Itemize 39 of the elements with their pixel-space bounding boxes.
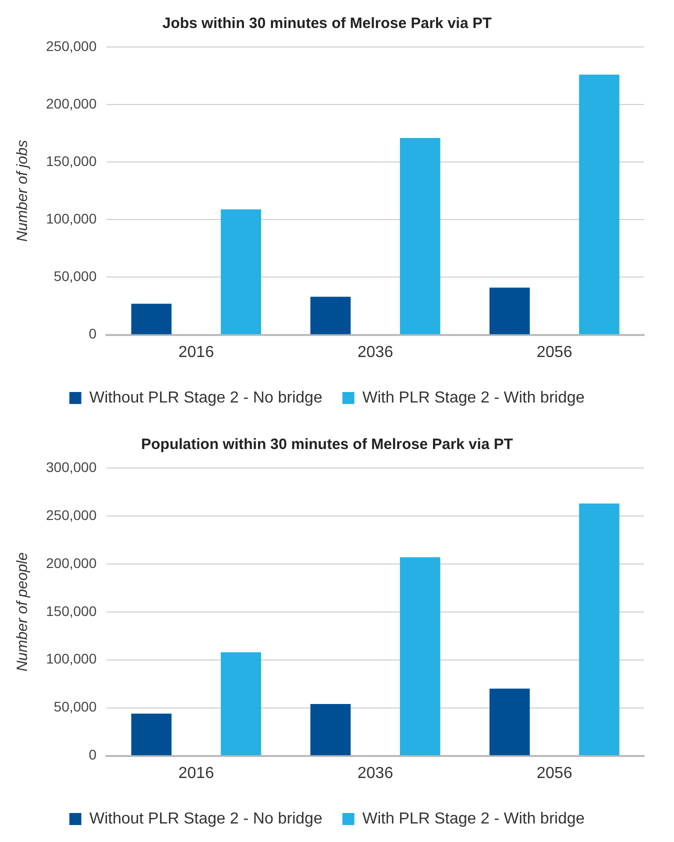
y-axis-title: Number of people <box>14 552 32 672</box>
bar <box>131 714 172 756</box>
x-tick-label: 2016 <box>178 344 214 361</box>
y-tick-label: 150,000 <box>46 602 97 619</box>
x-tick-label: 2036 <box>358 764 394 782</box>
y-tick-label: 250,000 <box>46 38 97 54</box>
bar <box>490 688 530 756</box>
y-tick-label: 100,000 <box>46 650 97 667</box>
bar <box>490 288 530 334</box>
y-tick-label: 0 <box>88 746 97 763</box>
bar <box>400 138 440 334</box>
y-tick-label: 50,000 <box>54 698 97 715</box>
bar <box>220 209 262 334</box>
y-tick-label: 150,000 <box>46 152 97 169</box>
chart-title: Population within 30 minutes of Melrose Park via PT <box>141 436 513 454</box>
legend-label: Without PLR Stage 2 - No bridge <box>89 810 322 828</box>
legend-label: With PLR Stage 2 - With bridge <box>362 389 585 406</box>
x-tick-label: 2016 <box>178 764 214 782</box>
x-tick-label: 2036 <box>358 344 394 361</box>
bar <box>579 74 620 334</box>
y-tick-label: 200,000 <box>46 95 97 112</box>
chart-title: Jobs within 30 minutes of Melrose Park via PT <box>162 15 492 32</box>
y-tick-label: 50,000 <box>54 268 97 284</box>
y-tick-label: 0 <box>88 326 97 342</box>
y-tick-label: 300,000 <box>46 458 97 475</box>
y-tick-label: 250,000 <box>46 506 97 523</box>
y-tick-label: 100,000 <box>46 210 97 227</box>
y-tick-label: 200,000 <box>46 554 97 571</box>
bar <box>131 304 172 334</box>
bar <box>310 704 351 756</box>
x-tick-label: 2056 <box>536 344 572 361</box>
legend-label: Without PLR Stage 2 - No bridge <box>89 389 322 406</box>
bar <box>579 503 620 756</box>
legend-label: With PLR Stage 2 - With bridge <box>362 810 585 828</box>
bar <box>310 296 351 334</box>
y-axis-title: Number of jobs <box>14 140 32 242</box>
x-tick-label: 2056 <box>536 764 572 782</box>
bar <box>400 557 440 756</box>
bar <box>220 652 262 756</box>
